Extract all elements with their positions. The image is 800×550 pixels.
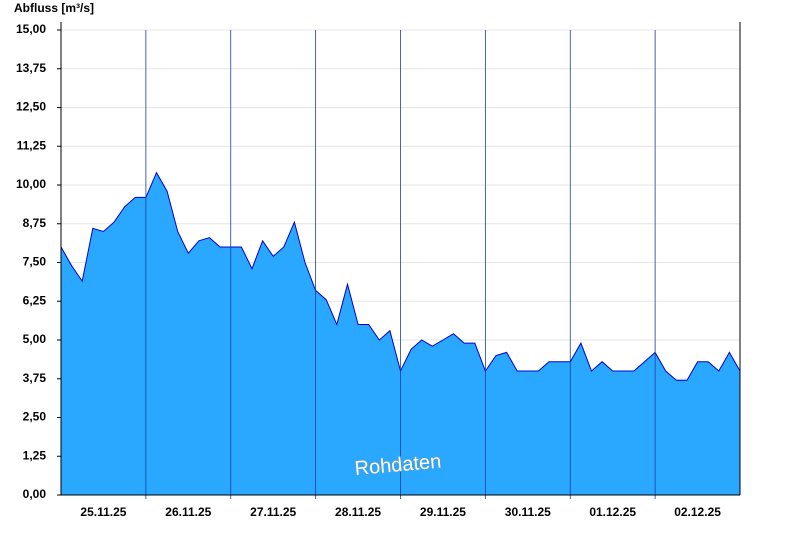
y-tick-label: 13,75 [16,61,46,75]
y-tick-label: 11,25 [17,138,47,152]
y-tick-label: 10,00 [16,177,46,191]
chart-title: Abfluss [m³/s] [14,1,94,15]
x-tick-label: 27.11.25 [250,505,296,519]
y-tick-label: 8,75 [23,216,47,230]
y-tick-label: 6,25 [23,293,47,307]
y-tick-label: 7,50 [23,255,47,269]
y-tick-label: 2,50 [23,410,47,424]
x-tick-label: 26.11.25 [165,505,211,519]
x-tick-label: 30.11.25 [505,505,551,519]
y-tick-label: 1,25 [23,448,47,462]
y-tick-label: 12,50 [16,100,46,114]
x-tick-label: 28.11.25 [335,505,381,519]
x-tick-label: 29.11.25 [420,505,466,519]
x-tick-label: 02.12.25 [674,505,721,519]
x-tick-label: 25.11.25 [80,505,126,519]
y-tick-label: 15,00 [16,22,46,36]
y-tick-label: 0,00 [23,487,47,501]
y-tick-label: 5,00 [23,332,47,346]
y-tick-label: 3,75 [23,371,47,385]
x-tick-label: 01.12.25 [589,505,636,519]
